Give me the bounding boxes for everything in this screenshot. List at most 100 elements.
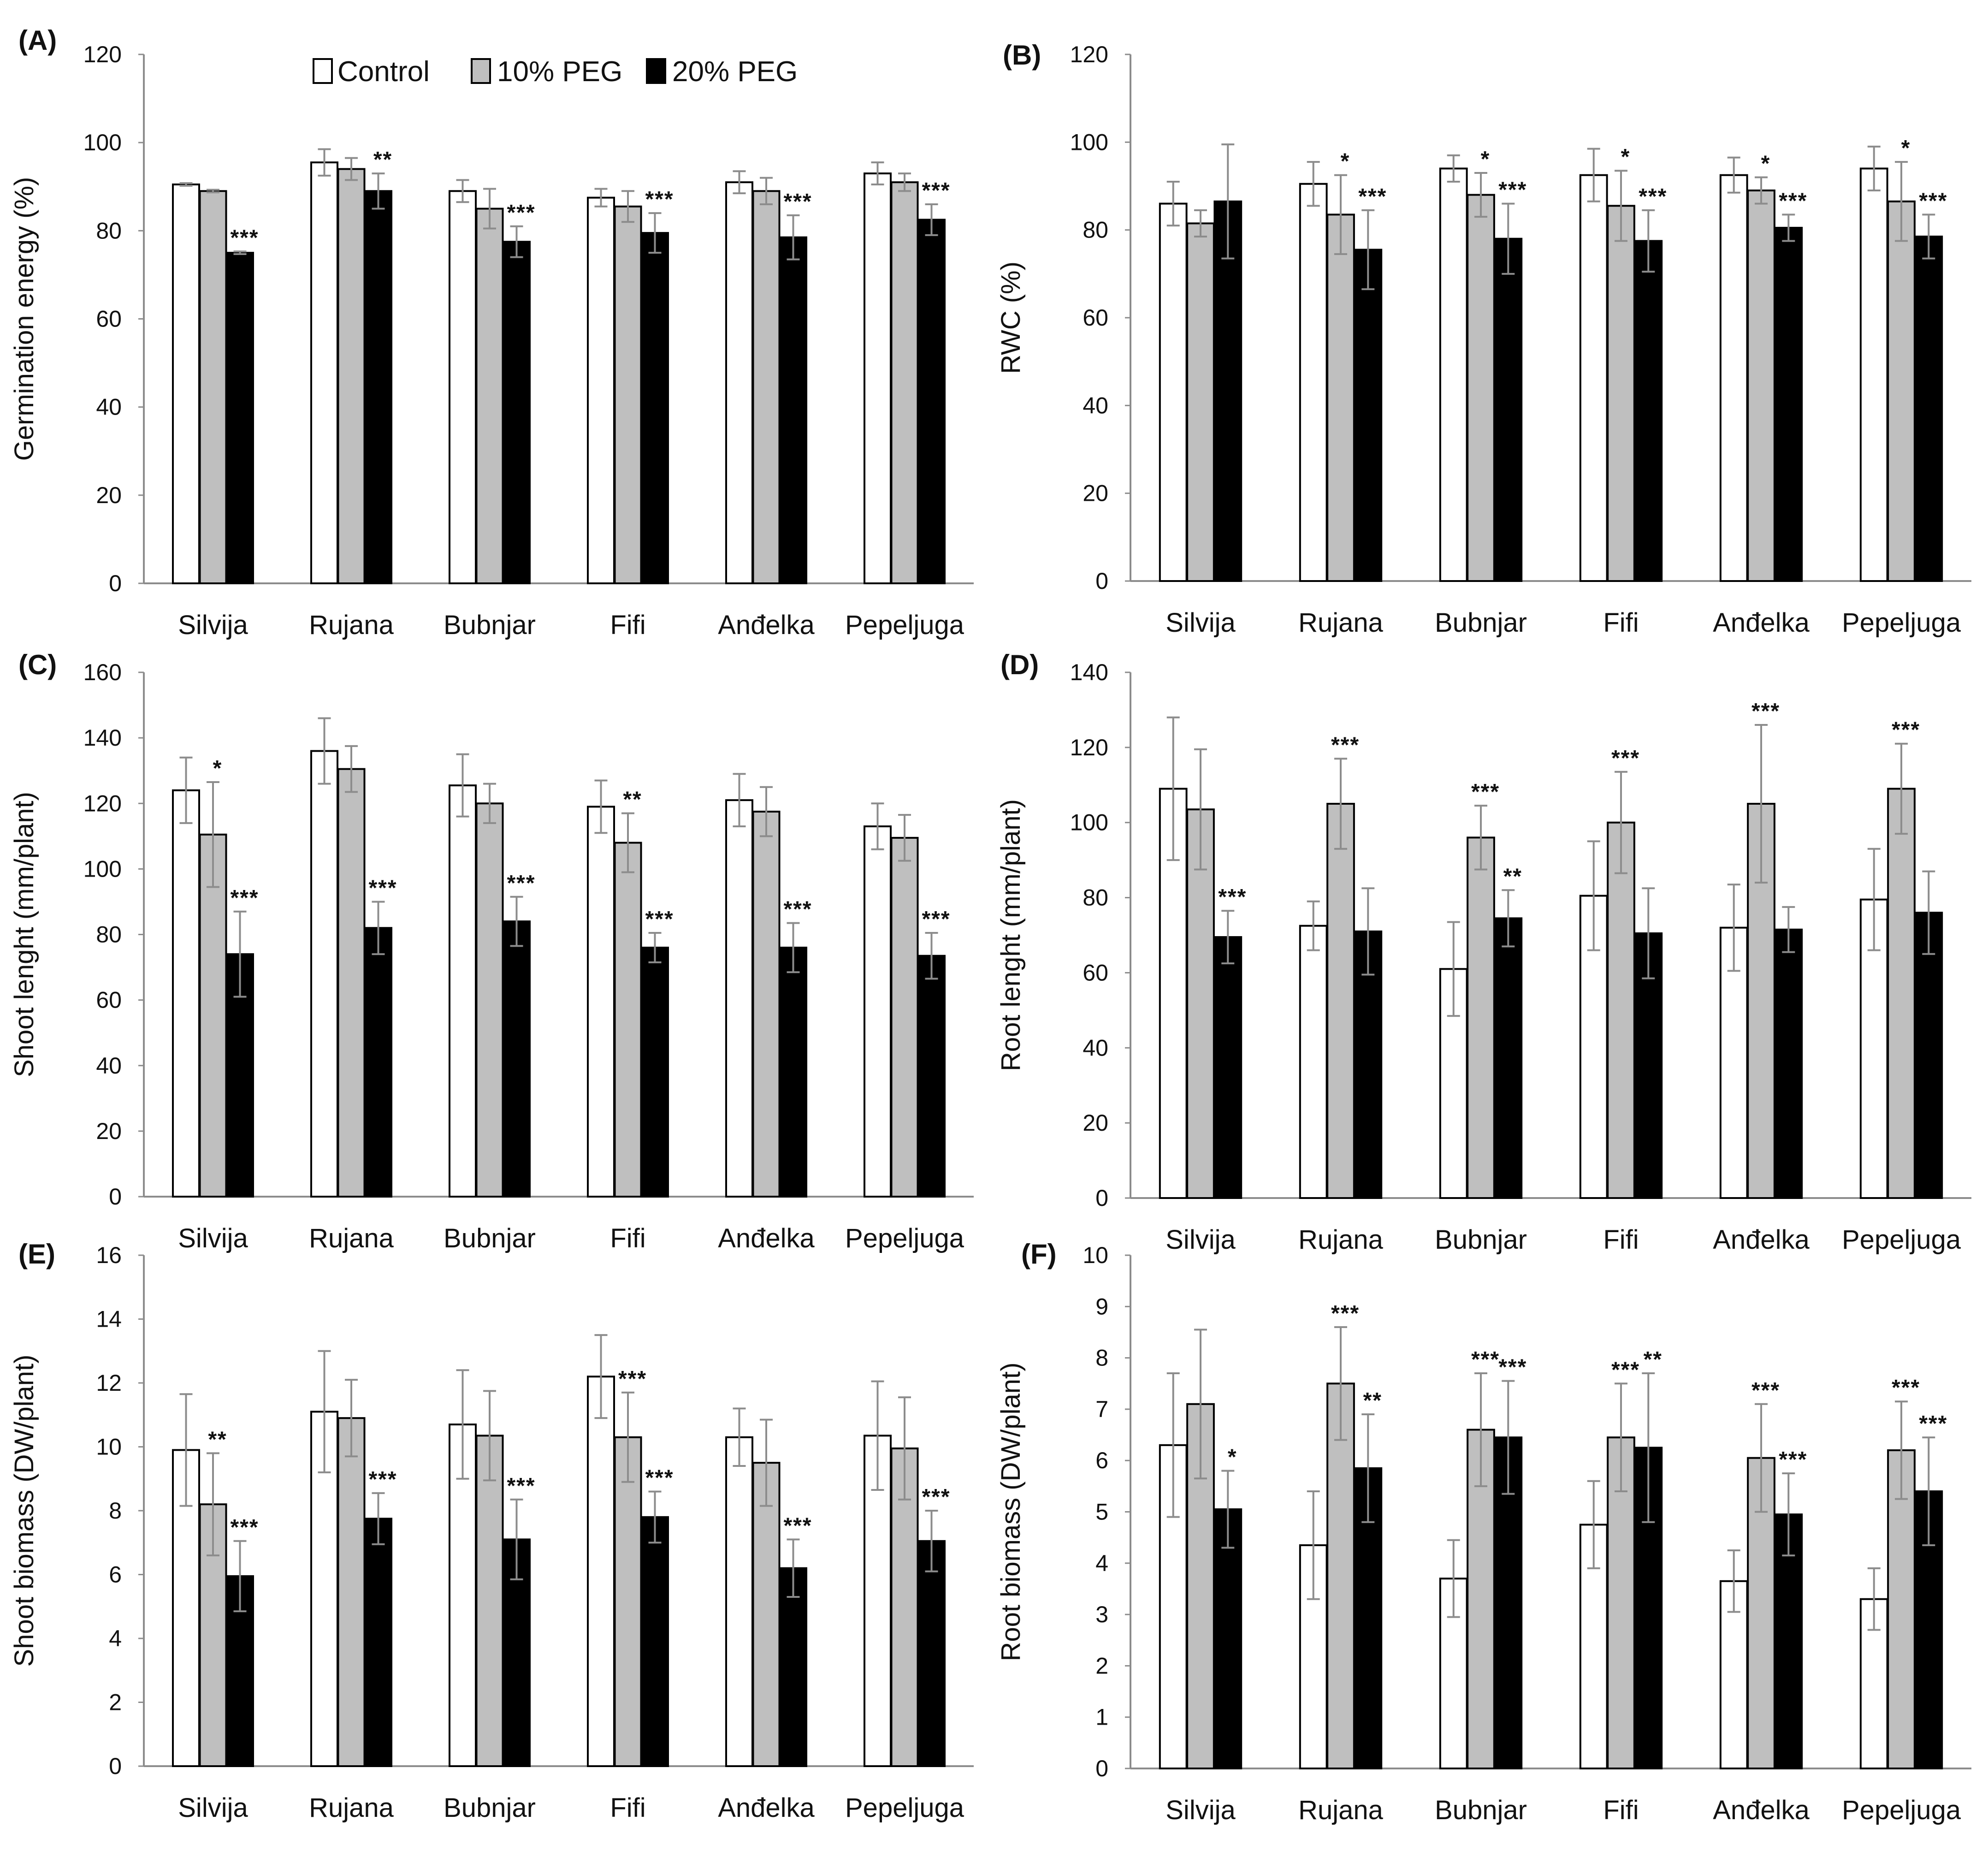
- category-label-fifi: Fifi: [1603, 1795, 1639, 1825]
- panel-label-e: (E): [18, 1239, 55, 1270]
- legend-label-10-peg: 10% PEG: [497, 56, 622, 88]
- significance-marker-peg20-bubnjar: ***: [507, 201, 535, 225]
- y-tick-label: 0: [1095, 1185, 1108, 1211]
- bar-peg10-fifi: [614, 205, 642, 584]
- y-tick-label: 60: [1083, 960, 1108, 985]
- significance-marker-peg20-bubnjar: ***: [1498, 1355, 1527, 1380]
- y-tick-label: 5: [1095, 1499, 1108, 1525]
- bar-peg20-pepeljuga: [1914, 912, 1943, 1199]
- significance-marker-peg10-silvija: *: [213, 756, 223, 781]
- y-tick-label: 100: [1070, 810, 1108, 836]
- category-label-fifi: Fifi: [1603, 608, 1639, 638]
- significance-marker-peg20-andelka: ***: [1779, 1448, 1807, 1472]
- significance-marker-peg20-rujana: **: [1363, 1388, 1382, 1413]
- bar-control-andelka: [725, 1436, 753, 1768]
- bar-peg20-fifi: [1634, 240, 1663, 582]
- category-label-silvija: Silvija: [178, 1223, 248, 1253]
- category-label-andelka: Anđelka: [718, 1223, 815, 1253]
- bar-peg20-bubnjar: [1494, 237, 1523, 582]
- significance-marker-peg20-andelka: ***: [783, 1513, 812, 1538]
- bar-peg20-rujana: [1354, 249, 1383, 582]
- significance-marker-peg20-andelka: ***: [1779, 189, 1807, 213]
- significance-marker-peg10-pepeljuga: *: [1901, 136, 1911, 160]
- significance-marker-peg20-silvija: *: [1228, 1445, 1237, 1469]
- bar-peg10-bubnjar: [475, 208, 504, 584]
- bar-peg20-silvija: [1213, 936, 1242, 1199]
- bar-peg10-silvija: [199, 833, 227, 1198]
- panel-f-root-biomass: (F) 0 1 2 3 4 5 6 7 8 9 10 Root biomass (DW/plant) Si…: [996, 1239, 1971, 1825]
- bar-peg10-fifi: [614, 1436, 642, 1768]
- significance-marker-peg20-pepeljuga: ***: [922, 907, 950, 931]
- legend-label-control: Control: [337, 56, 430, 88]
- y-axis-title-f: Root biomass (DW/plant): [996, 1363, 1026, 1661]
- y-tick-label: 14: [96, 1306, 122, 1332]
- category-label-bubnjar: Bubnjar: [1435, 1225, 1527, 1255]
- panel-a-germination-energy: (A) 0 20 40 60 80 100 120 Germination energy (%)…: [9, 25, 974, 640]
- y-tick-label: 60: [96, 306, 122, 332]
- legend-label-20-peg: 20% PEG: [672, 56, 798, 88]
- category-label-silvija: Silvija: [178, 1793, 248, 1823]
- y-tick-label: 7: [1095, 1396, 1108, 1422]
- bar-peg10-andelka: [752, 1462, 781, 1767]
- significance-marker-peg10-bubnjar: ***: [1471, 1347, 1500, 1372]
- significance-marker-peg10-rujana: *: [1341, 149, 1350, 174]
- bar-peg10-silvija: [199, 190, 227, 584]
- bar-peg10-rujana: [337, 168, 366, 584]
- y-tick-label: 2: [1095, 1653, 1108, 1679]
- significance-marker-peg20-pepeljuga: ***: [922, 1485, 950, 1509]
- panel-label-c: (C): [18, 649, 57, 680]
- significance-marker-peg10-pepeljuga: ***: [1892, 1376, 1920, 1400]
- category-label-pepeljuga: Pepeljuga: [845, 1223, 964, 1253]
- bar-peg20-rujana: [364, 927, 392, 1198]
- bar-peg10-rujana: [337, 1417, 366, 1768]
- y-tick-label: 2: [109, 1690, 122, 1715]
- y-tick-label: 0: [109, 1753, 122, 1779]
- y-tick-label: 100: [83, 130, 122, 155]
- significance-marker-peg10-fifi: ***: [1611, 1358, 1640, 1382]
- significance-marker-peg20-bubnjar: ***: [507, 871, 535, 896]
- significance-marker-peg20-bubnjar: ***: [507, 1474, 535, 1498]
- y-tick-label: 10: [96, 1434, 122, 1460]
- y-tick-label: 120: [1070, 735, 1108, 760]
- category-label-bubnjar: Bubnjar: [444, 1223, 536, 1253]
- panel-label-f: (F): [1021, 1239, 1057, 1270]
- bar-peg10-andelka: [1747, 190, 1775, 582]
- significance-marker-peg20-pepeljuga: ***: [922, 178, 950, 203]
- y-tick-label: 0: [1095, 568, 1108, 594]
- significance-marker-peg10-rujana: ***: [1331, 733, 1360, 757]
- bar-peg20-silvija: [1213, 200, 1242, 582]
- bar-peg10-bubnjar: [475, 1435, 504, 1767]
- category-label-rujana: Rujana: [1298, 608, 1384, 638]
- bar-peg20-andelka: [779, 236, 807, 584]
- y-axis-title-e: Shoot biomass (DW/plant): [9, 1355, 39, 1667]
- category-label-bubnjar: Bubnjar: [1435, 1795, 1527, 1825]
- bar-control-rujana: [310, 750, 338, 1198]
- y-tick-label: 0: [1095, 1756, 1108, 1781]
- significance-marker-peg20-fifi: ***: [645, 187, 674, 212]
- significance-marker-peg20-silvija: ***: [230, 1515, 259, 1540]
- y-tick-label: 40: [1083, 392, 1108, 418]
- significance-marker-peg10-rujana: ***: [1331, 1301, 1360, 1326]
- y-tick-label: 40: [96, 1053, 122, 1079]
- y-axis-title-a: Germination energy (%): [9, 177, 39, 461]
- significance-marker-peg10-andelka: ***: [1751, 699, 1780, 724]
- significance-marker-peg20-pepeljuga: ***: [1919, 1412, 1947, 1436]
- category-label-bubnjar: Bubnjar: [444, 610, 536, 640]
- category-label-pepeljuga: Pepeljuga: [1842, 1795, 1961, 1825]
- y-tick-label: 40: [96, 394, 122, 420]
- bar-peg10-pepeljuga: [1887, 200, 1916, 582]
- y-tick-label: 60: [96, 987, 122, 1013]
- bar-peg20-fifi: [641, 232, 669, 584]
- bar-control-fifi: [587, 196, 615, 585]
- bar-control-pepeljuga: [864, 172, 892, 584]
- legend: Control 10% PEG 20% PEG: [313, 56, 798, 88]
- significance-marker-peg20-andelka: ***: [783, 190, 812, 214]
- y-tick-label: 6: [109, 1562, 122, 1588]
- bar-peg10-rujana: [1326, 803, 1355, 1199]
- bar-peg10-silvija: [1186, 1403, 1215, 1769]
- y-tick-label: 120: [83, 42, 122, 67]
- significance-marker-peg10-andelka: *: [1761, 151, 1771, 176]
- y-tick-label: 16: [96, 1242, 122, 1268]
- category-label-rujana: Rujana: [309, 1223, 394, 1253]
- significance-marker-peg10-fifi: ***: [618, 1367, 647, 1391]
